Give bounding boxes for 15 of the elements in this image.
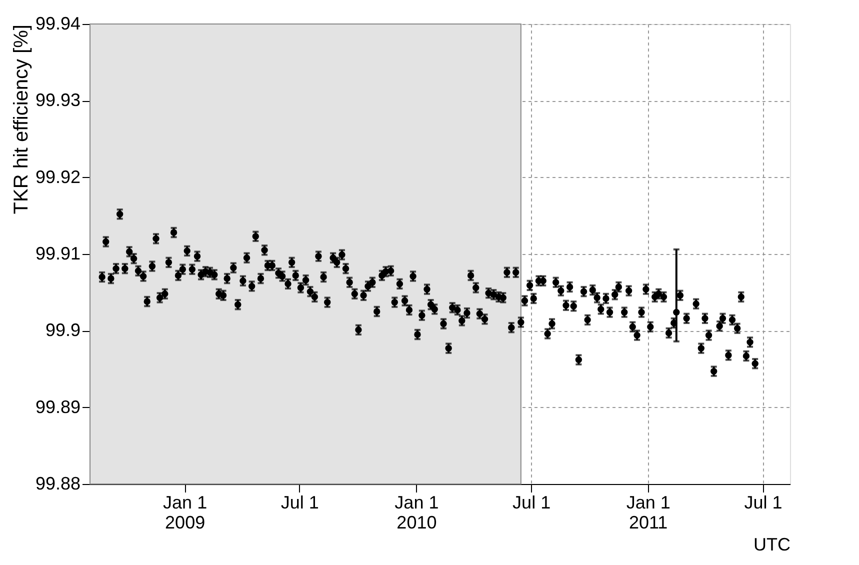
x-tick-label: Jan 1 2009 bbox=[163, 492, 208, 532]
x-tick-label: Jan 1 2010 bbox=[394, 492, 439, 532]
x-axis-title: UTC bbox=[754, 534, 790, 554]
y-tick-label: 99.88 bbox=[35, 474, 80, 494]
y-tick-label: 99.89 bbox=[35, 396, 80, 417]
x-tick-label: Jul 1 bbox=[280, 492, 319, 512]
y-tick-label: 99.91 bbox=[35, 244, 80, 264]
y-tick-label: 99.94 bbox=[35, 14, 80, 34]
x-tick-label: Jan 1 2011 bbox=[626, 492, 670, 532]
y-tick-label: 99.92 bbox=[35, 166, 80, 187]
x-tick-label: Jul 1 bbox=[744, 492, 782, 512]
y-tick-label: 99.93 bbox=[35, 90, 80, 110]
x-tick-label: Jul 1 bbox=[512, 492, 551, 512]
y-axis-title: TKR hit efficiency [%] bbox=[10, 24, 32, 214]
y-tick-label: 99.9 bbox=[45, 320, 80, 340]
